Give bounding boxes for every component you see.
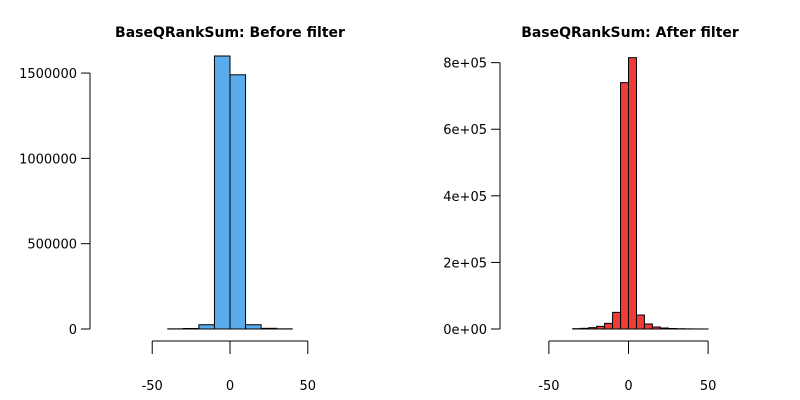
x-axis: -50 0 50 [538,340,717,394]
x-tick-label: 0 [226,379,234,394]
y-tick-label: 2e+05 [443,256,487,271]
histogram-bar [213,55,231,330]
x-tick-label: -50 [538,379,559,394]
histogram-bar [651,326,661,330]
x-axis: -50 0 50 [142,340,317,394]
bars [167,55,293,330]
y-tick-label: 1500000 [19,67,77,82]
y-tick-label: 6e+05 [443,123,487,138]
bars [572,57,709,330]
x-tick-label: 50 [300,379,317,394]
histogram-bar [182,327,200,330]
histogram-bar [635,314,645,330]
histogram-after-filter: BaseQRankSum: After filter 0e+00 2e+05 4e+… [443,25,739,394]
x-tick-label: 50 [700,379,717,394]
y-tick-label: 0 [69,323,77,338]
histogram-bar [604,322,614,330]
histogram-bar [229,74,247,330]
histogram-bar [245,324,262,330]
histogram-before-filter: BaseQRankSum: Before filter 0 500000 10000… [19,25,345,394]
histogram-bar [588,327,598,330]
histogram-bar [612,311,622,330]
y-tick-label: 0e+00 [443,323,487,338]
x-tick-label: -50 [142,379,163,394]
y-tick-label: 1000000 [19,152,77,167]
histogram-bar [198,324,215,330]
y-tick-label: 4e+05 [443,190,487,205]
histogram-bar [260,327,278,330]
chart-title: BaseQRankSum: After filter [521,25,739,41]
y-axis: 0 500000 1000000 1500000 [19,67,91,338]
y-tick-label: 500000 [27,238,77,253]
histogram-bar [659,327,669,330]
x-tick-label: 0 [624,379,632,394]
histogram-bar [596,325,606,330]
y-axis: 0e+00 2e+05 4e+05 6e+05 8e+05 [443,57,501,338]
histogram-bar [628,57,637,330]
histogram-bar [620,82,629,330]
chart-title: BaseQRankSum: Before filter [115,25,345,41]
histogram-bar [643,323,653,330]
histogram-bar [580,327,590,330]
y-tick-label: 8e+05 [443,57,487,72]
